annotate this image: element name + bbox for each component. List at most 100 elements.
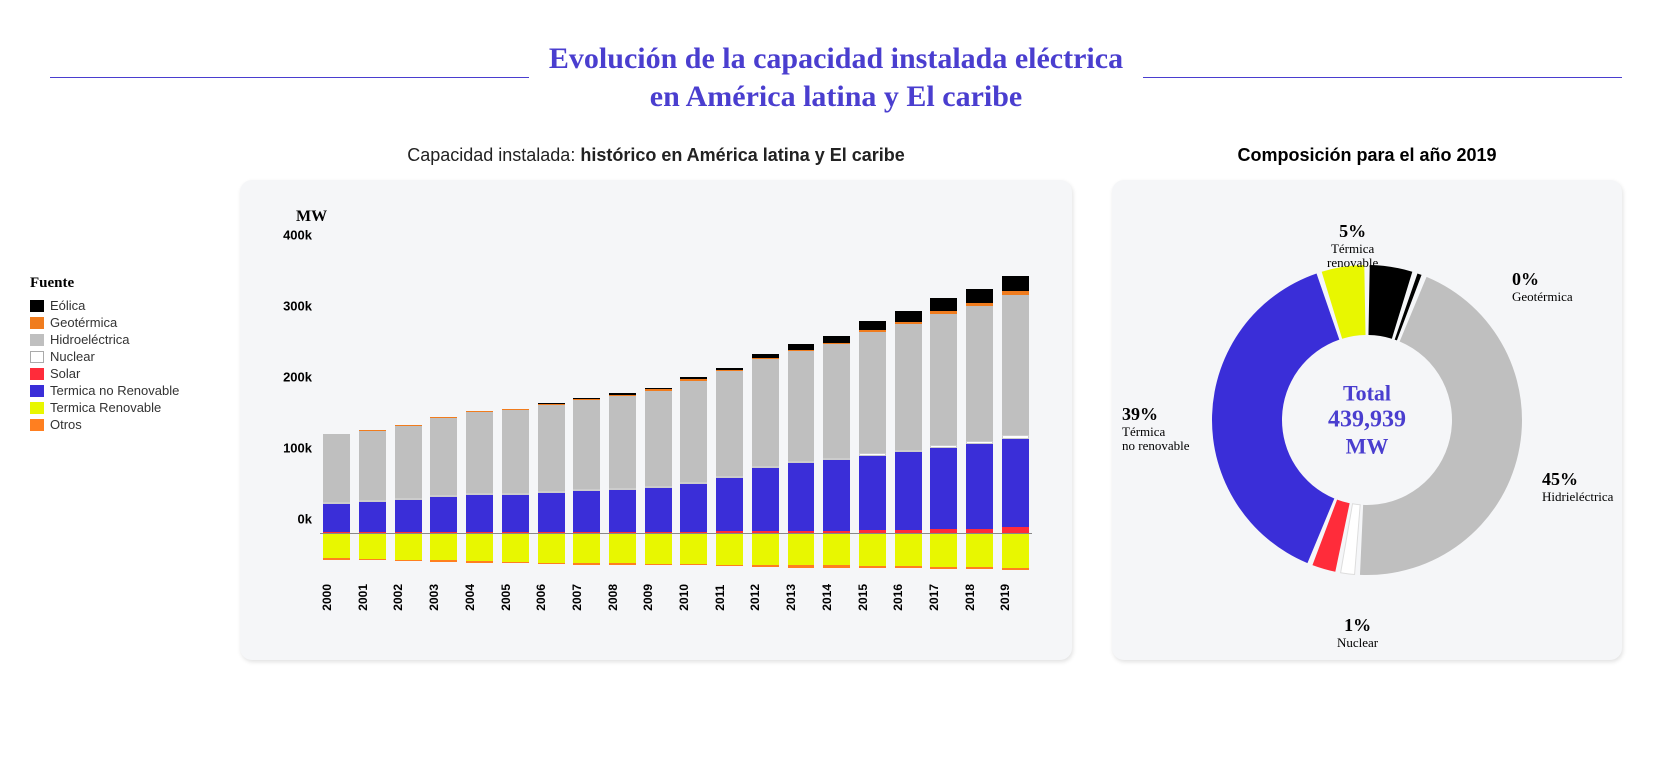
bar-stack-negative — [823, 534, 850, 568]
bar-seg-hidroelectrica — [716, 371, 743, 476]
bar-stack-negative — [716, 534, 743, 567]
y-tick: 400k — [283, 228, 312, 243]
bar-seg-otros — [788, 565, 815, 567]
bar-seg-termica_renovable — [395, 534, 422, 560]
legend-swatch — [30, 419, 44, 431]
bar-slot — [463, 236, 497, 576]
bar-seg-termica_no_renovable — [680, 484, 707, 532]
bar-seg-hidroelectrica — [359, 431, 386, 500]
bar-stack-negative — [395, 534, 422, 562]
bar-seg-termica_no_renovable — [395, 500, 422, 532]
y-tick: 300k — [283, 299, 312, 314]
bar-plot-area: 0k100k200k300k400k — [320, 236, 1032, 576]
bar-stack-negative — [788, 534, 815, 568]
bar-stack-positive — [359, 430, 386, 533]
bar-stack-positive — [466, 411, 493, 533]
bar-chart-panel: MW 0k100k200k300k400k 200020012002200320… — [240, 180, 1072, 660]
bar-stack-positive — [430, 417, 457, 533]
title-line-left — [50, 77, 529, 78]
bar-stack-negative — [538, 534, 565, 564]
bar-seg-termica_renovable — [966, 534, 993, 567]
bar-slot — [391, 236, 425, 576]
legend-item: Eólica — [30, 298, 200, 313]
bar-seg-termica_renovable — [466, 534, 493, 562]
bar-stack-positive — [895, 311, 922, 533]
bar-seg-hidroelectrica — [395, 426, 422, 498]
bar-seg-termica_renovable — [788, 534, 815, 566]
bar-seg-hidroelectrica — [323, 434, 350, 501]
donut-panel: Total 439,939 MW 0%Geotérmica45%Hidrielé… — [1112, 180, 1622, 660]
bar-seg-eolica — [966, 289, 993, 303]
bar-seg-termica_no_renovable — [323, 504, 350, 532]
legend-item: Geotérmica — [30, 315, 200, 330]
legend-title: Fuente — [30, 275, 200, 292]
bar-seg-termica_renovable — [430, 534, 457, 561]
bar-seg-otros — [1002, 568, 1029, 570]
donut-label-pct: 5% — [1327, 222, 1378, 242]
title-row: Evolución de la capacidad instalada eléc… — [0, 0, 1672, 115]
bar-slot — [927, 236, 961, 576]
donut-label-hidrielectrica: 45%Hidrieléctrica — [1542, 470, 1613, 504]
bar-slot — [641, 236, 675, 576]
bar-stack-negative — [680, 534, 707, 566]
bar-seg-hidroelectrica — [680, 381, 707, 482]
bar-seg-otros — [823, 565, 850, 567]
x-label: 2004 — [463, 584, 497, 611]
bar-stack-positive — [1002, 276, 1029, 534]
bar-caption-bold: histórico en América latina y El caribe — [580, 145, 904, 165]
title-line-right — [1143, 77, 1622, 78]
legend-swatch — [30, 300, 44, 312]
x-label: 2003 — [427, 584, 461, 611]
x-label: 2014 — [820, 584, 854, 611]
x-label: 2015 — [856, 584, 890, 611]
bar-slot — [320, 236, 354, 576]
bar-seg-termica_no_renovable — [538, 493, 565, 532]
bar-stack-positive — [645, 388, 672, 534]
donut-center-line3: MW — [1328, 434, 1406, 460]
x-label: 2018 — [963, 584, 997, 611]
bar-stack-negative — [859, 534, 886, 569]
donut-label-name: Nuclear — [1337, 636, 1378, 650]
donut-caption: Composición para el año 2019 — [1112, 145, 1622, 166]
donut-column: Composición para el año 2019 Total 439,9… — [1112, 145, 1622, 660]
bar-seg-otros — [430, 560, 457, 561]
bar-seg-termica_renovable — [538, 534, 565, 563]
bar-seg-termica_renovable — [1002, 534, 1029, 568]
bar-x-labels: 2000200120022003200420052006200720082009… — [320, 584, 1032, 611]
bar-stack-negative — [573, 534, 600, 565]
bar-stack-positive — [502, 409, 529, 534]
bar-seg-termica_renovable — [645, 534, 672, 564]
bar-seg-termica_no_renovable — [359, 502, 386, 532]
bar-seg-termica_no_renovable — [645, 488, 672, 532]
content-row: Fuente Eólica Geotérmica Hidroeléctrica Nuc… — [0, 115, 1672, 660]
legend-label: Nuclear — [50, 349, 95, 364]
bar-seg-termica_no_renovable — [716, 478, 743, 531]
x-label: 2008 — [606, 584, 640, 611]
bar-seg-otros — [645, 564, 672, 565]
bar-stack-negative — [359, 534, 386, 561]
bar-seg-hidroelectrica — [502, 410, 529, 494]
bar-stack-negative — [966, 534, 993, 569]
bar-chart-column: Capacidad instalada: histórico en Améric… — [240, 145, 1072, 660]
bar-seg-otros — [859, 566, 886, 568]
bar-stack-positive — [788, 344, 815, 533]
bar-slot — [748, 236, 782, 576]
bar-stack-negative — [430, 534, 457, 562]
bar-stack-positive — [823, 336, 850, 534]
legend-label: Geotérmica — [50, 315, 117, 330]
donut-label-pct: 1% — [1337, 616, 1378, 636]
bar-slot — [856, 236, 890, 576]
x-label: 2005 — [499, 584, 533, 611]
bar-slot — [534, 236, 568, 576]
bar-seg-otros — [895, 566, 922, 568]
donut-center: Total 439,939 MW — [1328, 381, 1406, 460]
bar-seg-otros — [966, 567, 993, 569]
bar-stack-negative — [323, 534, 350, 560]
bar-seg-otros — [716, 565, 743, 566]
legend-label: Otros — [50, 417, 82, 432]
bar-seg-otros — [573, 563, 600, 564]
donut-center-line1: Total — [1328, 381, 1406, 407]
bar-seg-termica_renovable — [573, 534, 600, 564]
bar-slot — [677, 236, 711, 576]
legend-label: Hidroeléctrica — [50, 332, 129, 347]
